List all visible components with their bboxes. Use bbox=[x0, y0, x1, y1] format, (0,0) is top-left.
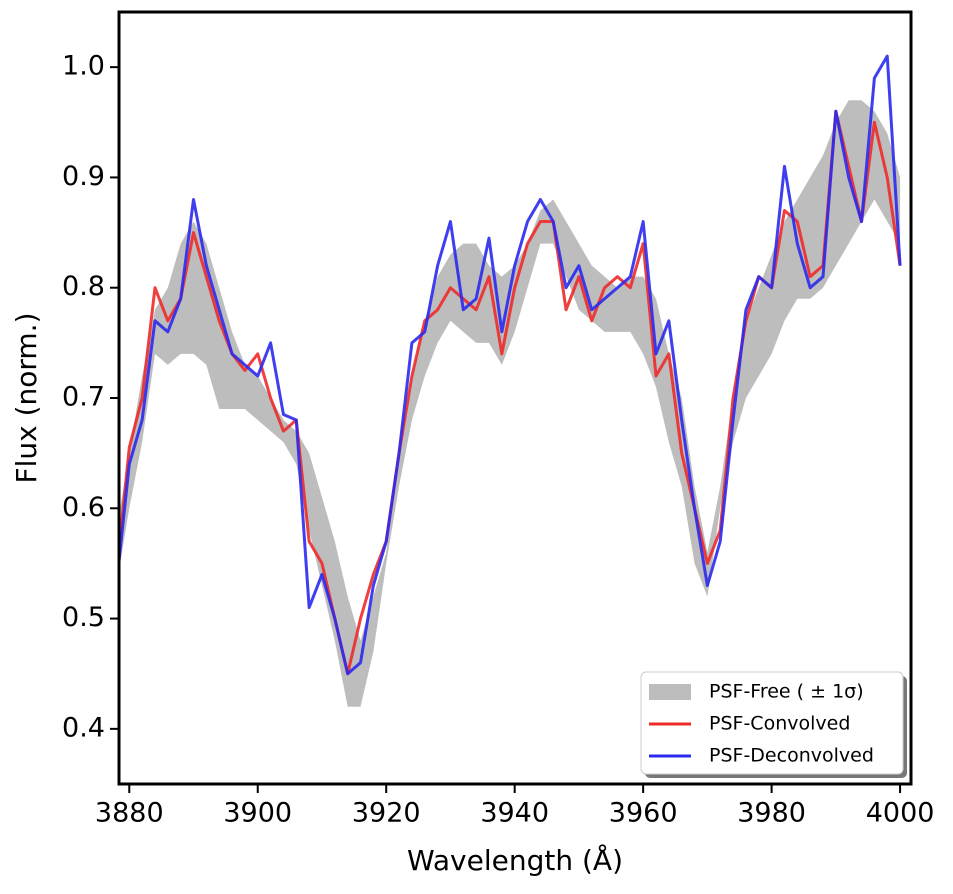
y-tick-label: 0.4 bbox=[62, 712, 105, 743]
x-axis-label: Wavelength (Å) bbox=[407, 843, 623, 877]
legend-label: PSF-Free ( ± 1σ) bbox=[709, 681, 864, 703]
y-tick-label: 0.9 bbox=[62, 161, 105, 192]
y-tick-label: 0.5 bbox=[62, 602, 105, 633]
legend-label: PSF-Deconvolved bbox=[709, 745, 874, 767]
y-axis-label: Flux (norm.) bbox=[10, 312, 43, 483]
series-line bbox=[119, 54, 902, 676]
legend-label: PSF-Convolved bbox=[709, 713, 850, 735]
plot-area bbox=[119, 54, 902, 707]
y-tick-label: 0.8 bbox=[62, 271, 105, 302]
x-tick-label: 3940 bbox=[480, 798, 549, 829]
x-tick-label: 3900 bbox=[223, 798, 292, 829]
x-tick-label: 3980 bbox=[737, 798, 806, 829]
legend bbox=[640, 671, 904, 775]
x-tick-label: 3920 bbox=[352, 798, 421, 829]
y-tick-label: 0.7 bbox=[62, 382, 105, 413]
x-tick-label: 4000 bbox=[866, 798, 935, 829]
x-tick-label: 3960 bbox=[609, 798, 678, 829]
y-tick-label: 1.0 bbox=[62, 51, 105, 82]
y-tick-label: 0.6 bbox=[62, 492, 105, 523]
x-tick-label: 3880 bbox=[95, 798, 164, 829]
legend-swatch bbox=[649, 684, 691, 700]
